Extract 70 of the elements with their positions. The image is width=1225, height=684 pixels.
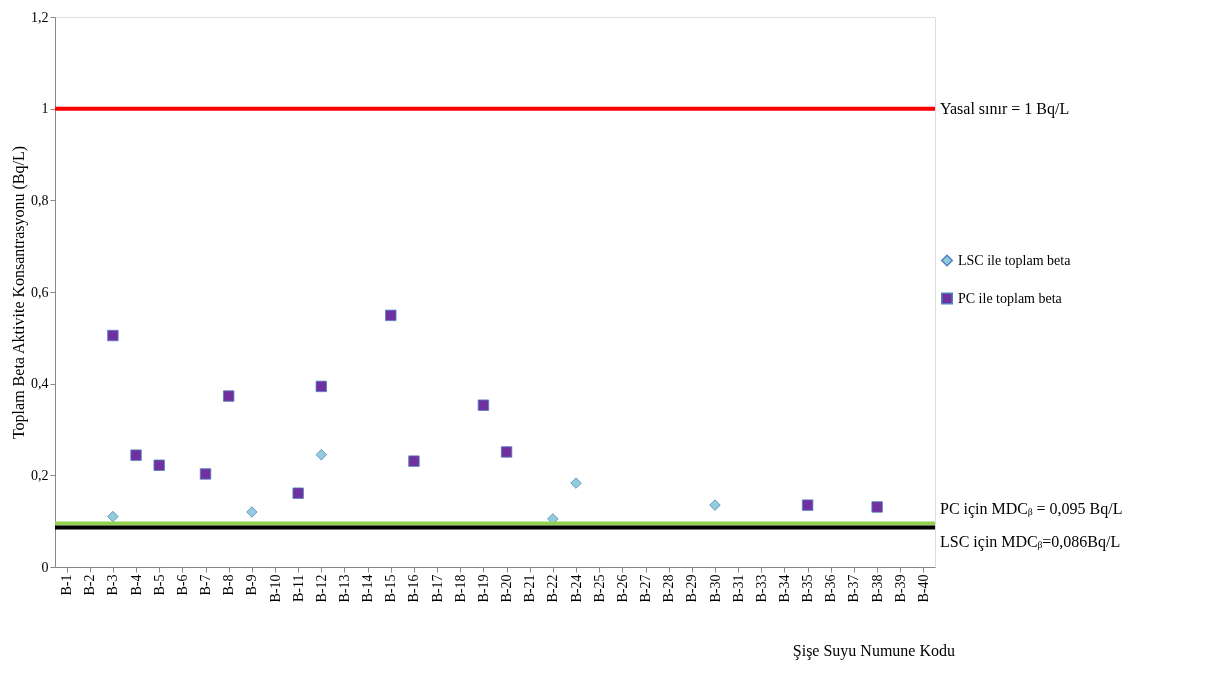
point bbox=[408, 455, 420, 467]
point bbox=[709, 499, 721, 511]
point bbox=[871, 501, 883, 513]
y-tick-label: 0 bbox=[41, 559, 49, 575]
x-tick-label: B-22 bbox=[545, 574, 561, 603]
x-tick-label: B-14 bbox=[360, 574, 376, 603]
x-tick-label: B-15 bbox=[383, 574, 399, 603]
x-tick-label: B-17 bbox=[429, 574, 445, 603]
x-tick-label: B-4 bbox=[128, 574, 144, 596]
point bbox=[570, 477, 582, 489]
x-tick-label: B-13 bbox=[336, 574, 352, 603]
point bbox=[107, 329, 119, 342]
x-tick-label: B-2 bbox=[82, 574, 98, 596]
x-tick-label: B-31 bbox=[730, 574, 746, 603]
point bbox=[801, 499, 814, 511]
point bbox=[385, 309, 397, 322]
point bbox=[223, 390, 235, 402]
x-axis-title: Şişe Suyu Numune Kodu bbox=[792, 641, 956, 660]
legend-label: LSC ile toplam beta bbox=[958, 252, 1072, 268]
x-tick-label: B-5 bbox=[151, 574, 167, 596]
x-tick-label: B-34 bbox=[776, 574, 792, 603]
ref-line-label: PC için MDCᵦ = 0,095 Bq/L bbox=[940, 500, 1123, 519]
x-tick-label: B-6 bbox=[174, 574, 190, 596]
y-tick-label: 0,6 bbox=[31, 284, 49, 300]
point bbox=[315, 380, 327, 393]
point bbox=[107, 510, 119, 523]
x-tick-label: B-38 bbox=[869, 574, 885, 603]
x-tick-label: B-39 bbox=[892, 574, 908, 603]
point bbox=[500, 446, 513, 458]
legend-label: PC ile toplam beta bbox=[958, 290, 1063, 306]
x-tick-label: B-25 bbox=[591, 574, 607, 603]
x-tick-label: B-16 bbox=[406, 574, 422, 603]
x-tick-label: B-9 bbox=[244, 574, 260, 596]
y-tick-label: 1 bbox=[41, 101, 49, 117]
point bbox=[246, 506, 258, 518]
x-tick-label: B-33 bbox=[753, 574, 769, 603]
point bbox=[130, 449, 142, 461]
ref-line-label: LSC için MDCᵦ=0,086Bq/L bbox=[940, 532, 1121, 551]
x-tick-label: B-28 bbox=[661, 574, 677, 603]
x-tick-label: B-19 bbox=[475, 574, 491, 603]
x-tick-label: B-7 bbox=[198, 574, 214, 596]
x-tick-label: B-21 bbox=[522, 574, 538, 603]
ref-line-label: Yasal sınır = 1 Bq/L bbox=[940, 99, 1070, 118]
x-tick-label: B-12 bbox=[313, 574, 329, 603]
point bbox=[199, 468, 212, 480]
y-tick-label: 0,4 bbox=[31, 376, 49, 392]
y-tick-label: 0,2 bbox=[31, 467, 49, 483]
x-tick-label: B-8 bbox=[221, 574, 237, 596]
x-tick-label: B-11 bbox=[290, 574, 306, 602]
x-tick-label: B-35 bbox=[800, 574, 816, 603]
x-tick-label: B-26 bbox=[614, 574, 630, 603]
y-tick-label: 0,8 bbox=[31, 192, 49, 208]
x-tick-label: B-20 bbox=[499, 574, 515, 603]
y-axis-title: Toplam Beta Aktivite Konsantrasyonu (Bq/L) bbox=[10, 145, 28, 440]
x-tick-label: B-30 bbox=[707, 574, 723, 603]
x-tick-label: B-40 bbox=[915, 574, 931, 603]
point bbox=[477, 399, 490, 411]
point bbox=[315, 449, 327, 461]
x-tick-label: B-27 bbox=[638, 574, 654, 603]
y-tick-label: 1,2 bbox=[31, 9, 49, 25]
x-tick-label: B-29 bbox=[684, 574, 700, 603]
x-tick-label: B-3 bbox=[105, 574, 121, 596]
x-tick-label: B-24 bbox=[568, 574, 584, 603]
point bbox=[292, 487, 304, 499]
x-tick-label: B-18 bbox=[452, 574, 468, 603]
point bbox=[153, 459, 165, 471]
x-tick-label: B-10 bbox=[267, 574, 283, 603]
x-tick-label: B-1 bbox=[59, 574, 75, 596]
x-tick-label: B-37 bbox=[846, 574, 862, 603]
x-tick-label: B-36 bbox=[823, 574, 839, 603]
